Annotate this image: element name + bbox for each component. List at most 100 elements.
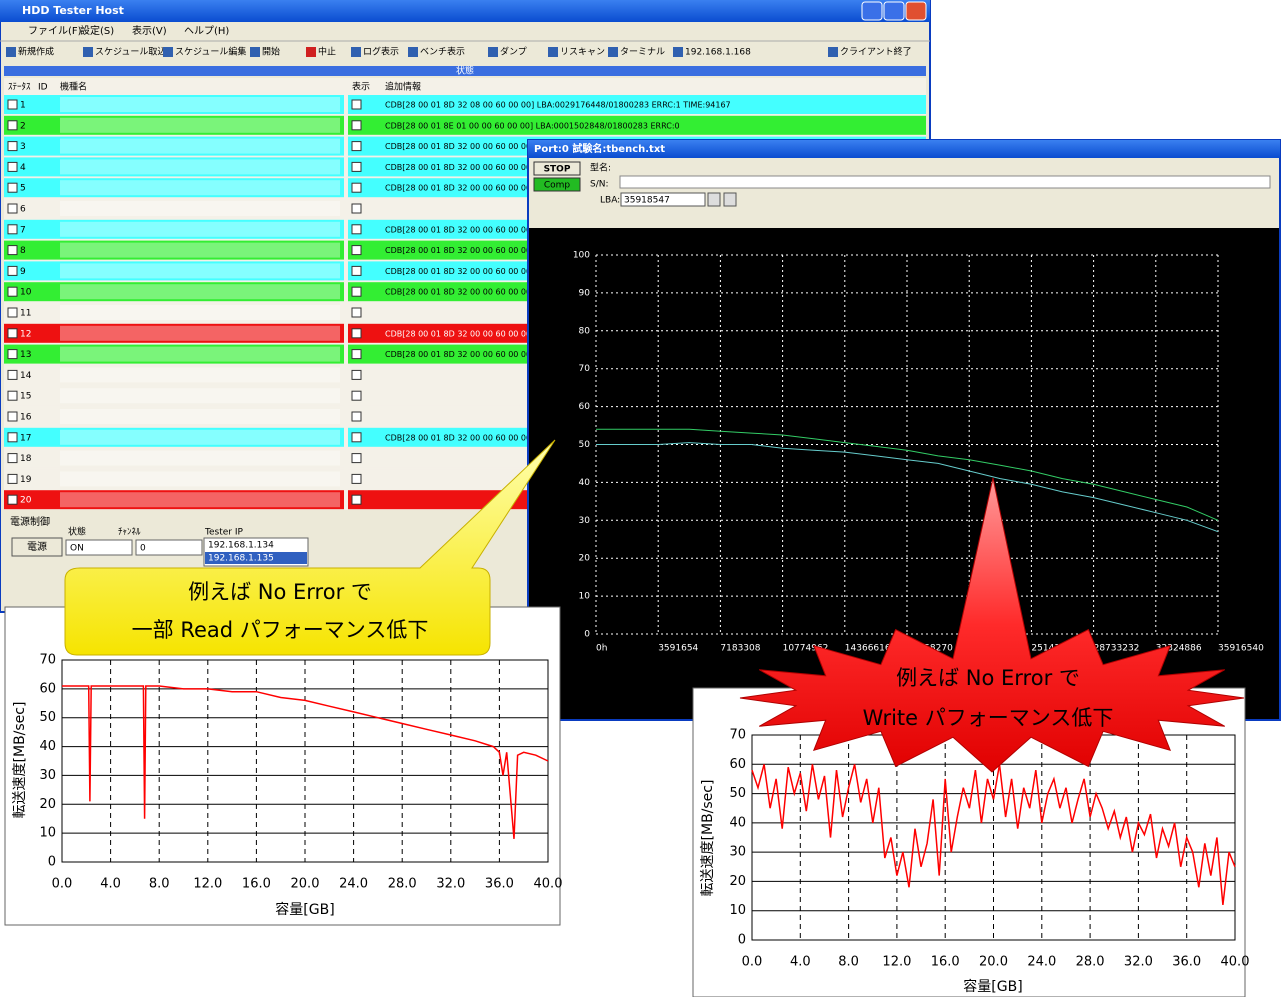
row-info: CDB[28 00 01 8D 32 00 00 60 00 00] xyxy=(385,184,534,193)
y-tick-label: 40 xyxy=(729,815,746,830)
toolbar-item: 192.168.1.168 xyxy=(685,48,751,58)
button xyxy=(11,537,63,557)
row-name-blur xyxy=(60,388,340,404)
toolbar-icon xyxy=(83,47,93,57)
window-title: Port:0 試験名:tbench.txt xyxy=(534,142,665,155)
checkbox xyxy=(7,473,18,484)
x-tick-label: 3591654 xyxy=(658,644,698,654)
x-tick-label: 16.0 xyxy=(242,877,271,892)
x-tick-label: 40.0 xyxy=(534,877,563,892)
series-line xyxy=(751,764,1236,905)
row-name-blur xyxy=(60,97,340,112)
row-info: CDB[28 00 01 8D 32 00 00 60 00 00] xyxy=(385,246,534,255)
x-axis-label: 容量[GB] xyxy=(275,901,334,918)
lba-value: 35918547 xyxy=(624,196,670,206)
list-item: 192.168.1.134 xyxy=(208,541,274,551)
column-header: 機種名 xyxy=(60,81,87,93)
checkbox xyxy=(7,286,18,297)
row-info: CDB[28 00 01 8D 32 00 00 60 00 00] xyxy=(385,142,534,151)
row-left xyxy=(4,157,344,177)
field-label: 型名: xyxy=(590,162,611,174)
row-id: 2 xyxy=(20,121,26,131)
row-name-blur xyxy=(60,180,340,196)
row-left xyxy=(4,261,344,281)
button-label: 電源 xyxy=(27,540,47,553)
row-left xyxy=(4,469,344,489)
x-tick-label: 24.0 xyxy=(1027,955,1056,970)
toolbar-icon xyxy=(408,47,418,57)
panel-title: 電源制御 xyxy=(10,515,50,528)
x-tick-label: 36.0 xyxy=(485,877,514,892)
row-id: 8 xyxy=(20,246,26,256)
row-id: 17 xyxy=(20,433,31,443)
comp-badge xyxy=(533,177,581,192)
y-tick-label: 30 xyxy=(729,845,746,860)
checkbox xyxy=(351,369,362,380)
row-id: 15 xyxy=(20,392,31,402)
checkbox xyxy=(7,141,18,152)
checkbox xyxy=(351,411,362,422)
row-info: CDB[28 00 01 8D 32 00 00 60 00 00] xyxy=(385,225,534,234)
menu-item: ファイル(F) xyxy=(28,26,82,37)
y-tick-label: 0 xyxy=(738,933,746,948)
field-label: 状態 xyxy=(68,526,86,538)
stop-label: STOP xyxy=(544,165,571,175)
list-selection xyxy=(205,552,307,564)
toolbar-item: スケジュール編集 xyxy=(175,46,246,58)
callout-text: 例えば No Error で xyxy=(896,666,1080,690)
checkbox xyxy=(7,411,18,422)
x-tick-label: 20.0 xyxy=(291,877,320,892)
row-right xyxy=(348,115,926,135)
title-bar xyxy=(0,0,930,22)
toolbar-icon xyxy=(163,47,173,57)
field-label: LBA: xyxy=(600,196,620,206)
x-tick-label: 0h xyxy=(596,644,607,654)
toolbar-item: 中止 xyxy=(318,46,336,58)
row-info: CDB[28 00 01 8D 32 00 00 60 00 00] xyxy=(385,433,534,442)
row-name-blur xyxy=(60,409,340,424)
row-info: CDB[28 00 01 8D 32 00 00 60 00 00] xyxy=(385,329,534,338)
checkbox xyxy=(7,265,18,276)
menu-item: 設定(S) xyxy=(80,24,114,37)
checkbox xyxy=(351,245,362,256)
row-id: 3 xyxy=(20,142,26,152)
series-line xyxy=(596,428,1219,521)
row-name-blur xyxy=(60,346,340,362)
field-label: Tester IP xyxy=(204,528,243,538)
row-id: 14 xyxy=(20,371,32,381)
y-tick-label: 70 xyxy=(579,364,591,374)
callout-bubble xyxy=(64,439,556,656)
comp-label: Comp xyxy=(544,181,571,191)
row-id: 10 xyxy=(20,288,32,298)
row-id: 7 xyxy=(20,225,26,235)
row-id: 20 xyxy=(20,496,32,506)
toolbar-icon xyxy=(306,47,316,57)
row-left xyxy=(4,448,344,468)
x-tick-label: 40.0 xyxy=(1221,955,1250,970)
column-header: ID xyxy=(38,83,48,93)
icon-button xyxy=(723,192,737,207)
toolbar-icon xyxy=(673,47,683,57)
checkbox xyxy=(7,99,18,110)
menu-item: 表示(V) xyxy=(132,24,167,37)
row-left xyxy=(4,303,344,322)
row-id: 19 xyxy=(20,475,32,485)
y-tick-label: 50 xyxy=(579,440,591,450)
row-id: 6 xyxy=(20,205,26,215)
row-left xyxy=(4,136,344,156)
row-left xyxy=(4,365,344,385)
x-tick-label: 36.0 xyxy=(1172,955,1201,970)
field-label: ﾁｬﾝﾈﾙ xyxy=(118,527,141,538)
y-tick-label: 50 xyxy=(729,786,746,801)
toolbar-item: ダンプ xyxy=(500,46,527,58)
toolbar-icon xyxy=(828,47,838,57)
callout-text: 一部 Read パフォーマンス低下 xyxy=(132,618,429,642)
checkbox xyxy=(351,120,362,131)
row-id: 18 xyxy=(20,454,32,464)
y-tick-label: 20 xyxy=(579,554,591,564)
window-button xyxy=(905,1,927,21)
y-tick-label: 60 xyxy=(39,681,56,696)
checkbox xyxy=(351,265,362,276)
row-name-blur xyxy=(60,429,340,445)
checkbox xyxy=(351,432,362,443)
